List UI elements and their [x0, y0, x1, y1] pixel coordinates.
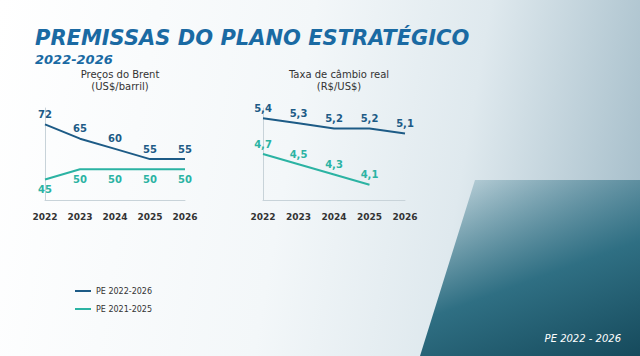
- svg-text:4,7: 4,7: [254, 139, 272, 150]
- svg-text:Taxa de câmbio real: Taxa de câmbio real: [288, 69, 389, 80]
- svg-text:(US$/barril): (US$/barril): [91, 81, 148, 92]
- svg-text:PE 2022 - 2026: PE 2022 - 2026: [545, 333, 621, 344]
- svg-text:72: 72: [38, 109, 52, 120]
- svg-text:65: 65: [73, 123, 87, 134]
- svg-text:2025: 2025: [357, 212, 382, 222]
- svg-text:5,4: 5,4: [254, 103, 272, 114]
- svg-text:4,3: 4,3: [325, 159, 343, 170]
- svg-text:2026: 2026: [392, 212, 417, 222]
- svg-text:2022: 2022: [32, 212, 57, 222]
- svg-text:50: 50: [178, 174, 192, 185]
- svg-text:4,1: 4,1: [361, 169, 379, 180]
- svg-text:Preços do Brent: Preços do Brent: [81, 69, 160, 80]
- svg-text:2023: 2023: [286, 212, 311, 222]
- svg-text:60: 60: [108, 133, 122, 144]
- svg-text:5,1: 5,1: [396, 118, 414, 129]
- svg-text:(R$/US$): (R$/US$): [317, 81, 362, 92]
- svg-text:50: 50: [143, 174, 157, 185]
- svg-text:2025: 2025: [137, 212, 162, 222]
- svg-text:2026: 2026: [172, 212, 197, 222]
- svg-text:45: 45: [38, 184, 52, 195]
- svg-text:PE 2022-2026: PE 2022-2026: [96, 287, 152, 296]
- svg-text:2024: 2024: [102, 212, 127, 222]
- svg-text:2022-2026: 2022-2026: [35, 52, 113, 67]
- svg-text:2022: 2022: [250, 212, 275, 222]
- svg-text:5,2: 5,2: [361, 113, 379, 124]
- svg-text:PREMISSAS DO PLANO ESTRATÉGICO: PREMISSAS DO PLANO ESTRATÉGICO: [35, 25, 470, 50]
- svg-text:5,2: 5,2: [325, 113, 343, 124]
- svg-text:55: 55: [178, 144, 192, 155]
- svg-text:55: 55: [143, 144, 157, 155]
- svg-text:PE 2021-2025: PE 2021-2025: [96, 305, 152, 314]
- svg-text:50: 50: [73, 174, 87, 185]
- svg-text:2023: 2023: [67, 212, 92, 222]
- svg-text:4,5: 4,5: [290, 149, 308, 160]
- svg-text:2024: 2024: [321, 212, 346, 222]
- svg-text:50: 50: [108, 174, 122, 185]
- svg-text:5,3: 5,3: [290, 108, 308, 119]
